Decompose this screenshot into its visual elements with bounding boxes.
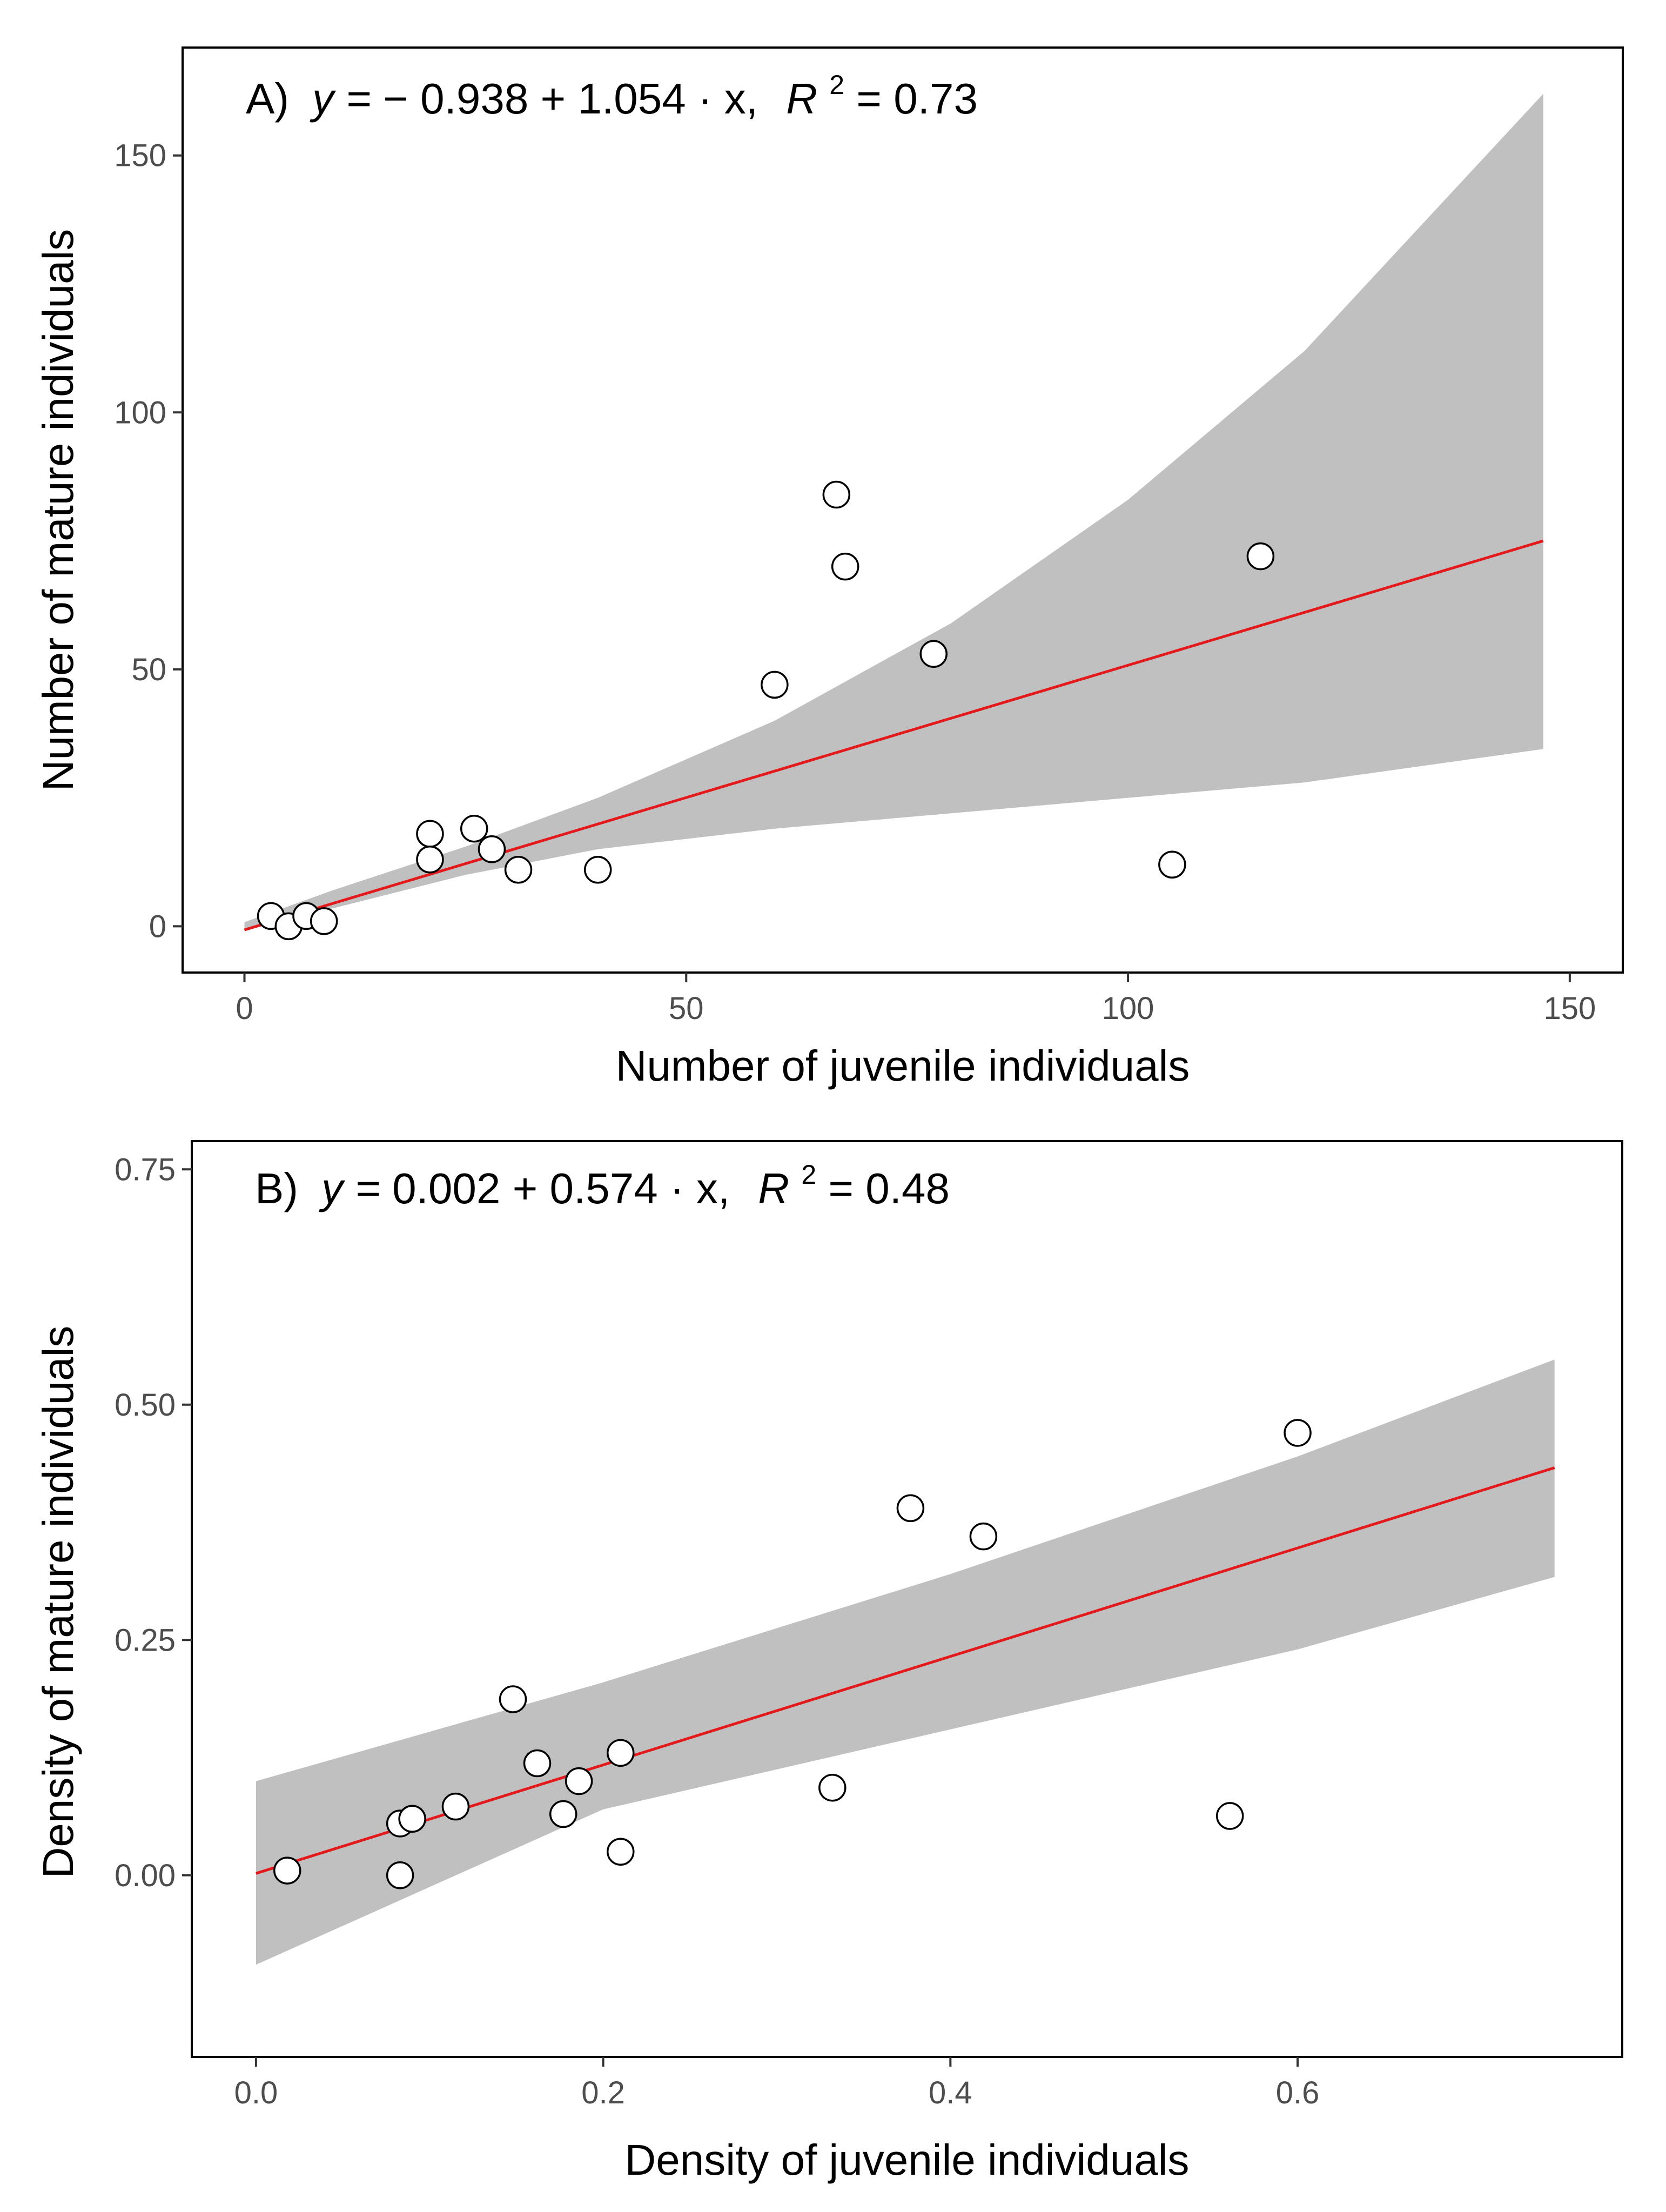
y-tick-label: 0 [149, 909, 166, 944]
data-point [523, 1749, 552, 1778]
y-tick-label: 50 [131, 652, 166, 687]
y-tick-label: 150 [114, 138, 166, 173]
data-point [441, 1792, 470, 1821]
confidence-band-area [244, 93, 1543, 929]
data-point [273, 1856, 301, 1885]
y-tick-label: 0.00 [115, 1858, 176, 1893]
data-point [499, 1685, 527, 1713]
confidence-band [244, 93, 1543, 929]
data-point [818, 1774, 847, 1802]
fit-line [256, 1466, 1555, 1875]
data-point [822, 480, 851, 509]
data-point [416, 846, 444, 874]
x-tick-label: 100 [1102, 991, 1154, 1026]
data-point [460, 814, 488, 843]
x-axis-ticks: 0 50 100 150 [236, 973, 1596, 1026]
equation-text: 0.002 + 0.574 · x, [392, 1164, 730, 1212]
confidence-band-area [256, 1359, 1555, 1965]
data-point [583, 856, 612, 884]
y-axis-title: Number of mature individuals [34, 229, 82, 791]
data-point [1158, 850, 1186, 879]
y-axis-ticks: 0 50 100 150 [114, 138, 183, 944]
confidence-band [256, 1359, 1555, 1965]
panel-a: 0 50 100 150 0 50 100 150 A) y = − 0.938 + 1.0… [34, 46, 1624, 1090]
data-point [831, 552, 859, 581]
regression-equation: y = 0.002 + 0.574 · x, R 2 = 0.48 [319, 1145, 950, 1212]
plot-border [182, 46, 1624, 974]
regression-line [256, 1466, 1555, 1875]
r2-symbol: R [758, 1164, 789, 1212]
r2-value: = 0.48 [828, 1164, 950, 1212]
r2-symbol: R [786, 75, 817, 123]
data-points [273, 1419, 1312, 1889]
data-point [310, 907, 338, 935]
data-point [1246, 542, 1275, 571]
data-point [416, 820, 444, 848]
data-point [1284, 1419, 1312, 1447]
data-point [969, 1522, 998, 1551]
plot-border [191, 1140, 1623, 2058]
r2-value: = 0.73 [856, 75, 978, 123]
y-tick-label: 0.75 [115, 1152, 176, 1187]
regression-equation: y = − 0.938 + 1.054 · x, R 2 = 0.73 [310, 55, 978, 123]
data-point [565, 1767, 593, 1795]
data-point [398, 1805, 426, 1833]
data-point [919, 640, 948, 668]
panel-b: 0.00 0.25 0.50 0.75 0.0 0.2 0.4 0.6 B) y = 0.0… [34, 1140, 1623, 2184]
equation-prefix: y = [310, 75, 383, 123]
panel-label: A) [246, 75, 289, 123]
x-tick-label: 0.4 [929, 2075, 972, 2110]
data-points [257, 480, 1275, 941]
x-axis-title: Number of juvenile individuals [616, 1042, 1190, 1090]
y-tick-label: 100 [114, 395, 166, 430]
y-tick-label: 0.50 [115, 1387, 176, 1423]
y-axis-ticks: 0.00 0.25 0.50 0.75 [115, 1152, 192, 1893]
y-tick-label: 0.25 [115, 1623, 176, 1658]
x-axis-title: Density of juvenile individuals [625, 2136, 1190, 2184]
data-point [504, 856, 533, 884]
x-axis-ticks: 0.0 0.2 0.4 0.6 [234, 2057, 1320, 2110]
panel-label: B) [255, 1164, 298, 1212]
data-point [1215, 1802, 1244, 1830]
x-tick-label: 50 [669, 991, 704, 1026]
equation-text: − 0.938 + 1.054 · x, [383, 75, 758, 123]
y-axis-title: Density of mature individuals [34, 1326, 82, 1879]
r2-exponent: 2 [801, 1159, 816, 1190]
regression-line [244, 539, 1544, 931]
data-point [607, 1739, 635, 1767]
r2-exponent: 2 [829, 70, 844, 100]
x-tick-label: 0 [236, 991, 253, 1026]
data-point [896, 1494, 925, 1523]
x-tick-label: 0.2 [581, 2075, 625, 2110]
x-tick-label: 0.6 [1276, 2075, 1320, 2110]
data-point [761, 671, 789, 699]
fit-line [244, 539, 1544, 931]
data-point [478, 835, 506, 863]
x-tick-label: 150 [1543, 991, 1596, 1026]
data-point [386, 1861, 414, 1889]
data-point [549, 1800, 577, 1828]
data-point [607, 1838, 635, 1866]
x-tick-label: 0.0 [234, 2075, 278, 2110]
equation-prefix: y = [319, 1164, 392, 1212]
